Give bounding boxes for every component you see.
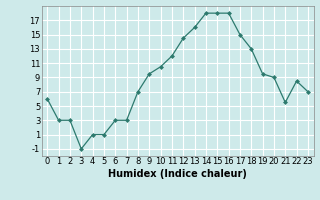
X-axis label: Humidex (Indice chaleur): Humidex (Indice chaleur) [108,169,247,179]
